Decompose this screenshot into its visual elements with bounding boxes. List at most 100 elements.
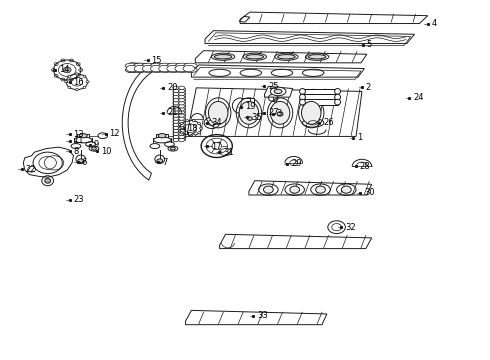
Ellipse shape: [173, 95, 179, 99]
Ellipse shape: [159, 65, 171, 72]
Text: 19: 19: [245, 102, 255, 111]
Text: 7: 7: [162, 158, 168, 167]
Ellipse shape: [173, 92, 179, 96]
Ellipse shape: [179, 86, 185, 90]
Ellipse shape: [239, 102, 259, 124]
Ellipse shape: [153, 137, 171, 143]
Ellipse shape: [150, 65, 162, 72]
Ellipse shape: [125, 67, 139, 72]
Ellipse shape: [179, 89, 185, 93]
Ellipse shape: [184, 67, 197, 72]
Text: 15: 15: [151, 56, 162, 65]
Polygon shape: [122, 66, 151, 180]
Ellipse shape: [142, 63, 155, 68]
Text: 14: 14: [59, 66, 70, 75]
Ellipse shape: [133, 63, 147, 68]
Ellipse shape: [179, 126, 185, 130]
Ellipse shape: [179, 135, 185, 139]
Text: 18: 18: [188, 124, 198, 133]
Ellipse shape: [275, 53, 298, 60]
Ellipse shape: [173, 132, 179, 136]
Polygon shape: [265, 86, 293, 97]
Ellipse shape: [183, 65, 195, 72]
Ellipse shape: [173, 129, 179, 132]
Ellipse shape: [246, 55, 264, 59]
Ellipse shape: [173, 104, 179, 108]
Polygon shape: [196, 51, 367, 63]
Ellipse shape: [335, 94, 341, 100]
Ellipse shape: [179, 95, 185, 99]
Ellipse shape: [173, 108, 179, 111]
Ellipse shape: [316, 186, 325, 193]
Ellipse shape: [179, 120, 185, 123]
Polygon shape: [240, 12, 428, 23]
Ellipse shape: [208, 102, 228, 124]
Text: 11: 11: [74, 136, 84, 145]
Ellipse shape: [167, 67, 180, 72]
Ellipse shape: [197, 122, 200, 125]
Ellipse shape: [68, 86, 71, 89]
Bar: [250, 98, 254, 113]
Ellipse shape: [179, 132, 185, 136]
Bar: [156, 134, 168, 138]
Text: 2: 2: [366, 83, 371, 92]
Ellipse shape: [186, 135, 189, 137]
Ellipse shape: [68, 75, 71, 77]
Ellipse shape: [126, 65, 138, 72]
Ellipse shape: [211, 53, 235, 60]
Text: 20: 20: [167, 83, 177, 92]
Ellipse shape: [143, 65, 154, 72]
Bar: [302, 89, 338, 94]
Text: 24: 24: [413, 93, 423, 102]
Ellipse shape: [157, 159, 163, 162]
Polygon shape: [127, 63, 194, 71]
Ellipse shape: [171, 147, 175, 150]
Ellipse shape: [133, 67, 147, 72]
Ellipse shape: [175, 67, 189, 72]
Ellipse shape: [175, 63, 189, 68]
Ellipse shape: [173, 102, 179, 105]
Text: 16: 16: [74, 78, 84, 87]
Ellipse shape: [159, 67, 172, 72]
Ellipse shape: [173, 126, 179, 130]
Ellipse shape: [264, 186, 273, 193]
Ellipse shape: [178, 127, 181, 129]
Ellipse shape: [180, 122, 183, 125]
Ellipse shape: [308, 55, 326, 59]
Ellipse shape: [78, 159, 84, 162]
Text: 28: 28: [360, 162, 370, 171]
Ellipse shape: [63, 67, 71, 73]
Ellipse shape: [74, 137, 92, 143]
Polygon shape: [249, 181, 372, 195]
Text: 12: 12: [110, 129, 120, 138]
Ellipse shape: [200, 127, 202, 129]
Ellipse shape: [159, 63, 172, 68]
Polygon shape: [186, 310, 327, 325]
Ellipse shape: [299, 99, 305, 105]
Polygon shape: [24, 147, 74, 177]
Text: 21: 21: [167, 108, 177, 117]
Polygon shape: [205, 31, 415, 44]
Ellipse shape: [45, 178, 50, 183]
Ellipse shape: [173, 123, 179, 126]
Ellipse shape: [65, 81, 68, 83]
Ellipse shape: [173, 138, 179, 142]
Text: 6: 6: [82, 158, 87, 167]
Text: 3: 3: [277, 109, 282, 118]
Text: 22: 22: [26, 165, 36, 174]
Ellipse shape: [278, 55, 295, 59]
Ellipse shape: [150, 67, 164, 72]
Ellipse shape: [142, 67, 155, 72]
Ellipse shape: [214, 55, 232, 59]
Text: 10: 10: [101, 147, 112, 156]
Ellipse shape: [158, 134, 166, 138]
Ellipse shape: [179, 129, 185, 132]
Bar: [302, 94, 338, 100]
Ellipse shape: [167, 65, 178, 72]
Ellipse shape: [192, 120, 195, 122]
Text: 1: 1: [357, 133, 362, 142]
Text: 31: 31: [223, 148, 234, 157]
Text: 33: 33: [257, 311, 268, 320]
Ellipse shape: [243, 53, 267, 60]
Ellipse shape: [305, 53, 329, 60]
